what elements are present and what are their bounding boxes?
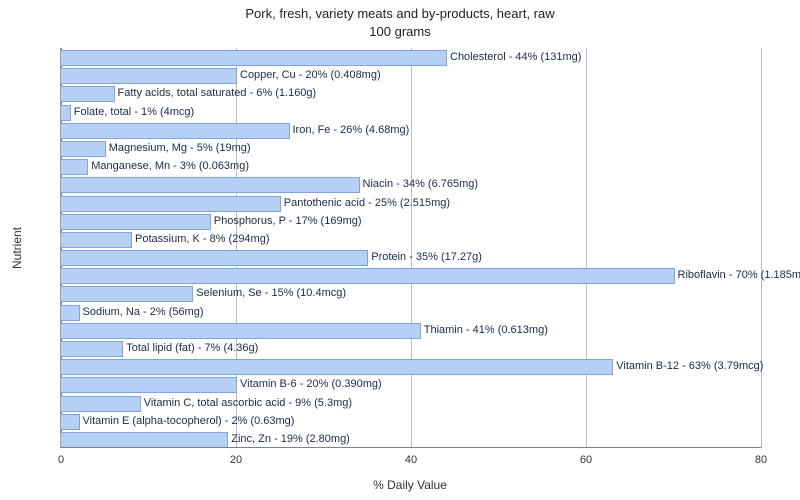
bar (61, 286, 193, 302)
bar-label: Magnesium, Mg - 5% (19mg) (105, 141, 251, 155)
bar (61, 159, 88, 175)
y-axis-label: Nutrient (10, 48, 24, 448)
bar (61, 86, 115, 102)
x-tick-label: 0 (58, 454, 64, 466)
bar (61, 177, 360, 193)
bar-label: Zinc, Zn - 19% (2.80mg) (227, 432, 350, 446)
bar (61, 359, 613, 375)
grid-line (411, 48, 412, 448)
bar (61, 50, 447, 66)
x-tick-label: 60 (580, 454, 592, 466)
nutrient-chart: Pork, fresh, variety meats and by-produc… (0, 0, 800, 500)
bar-label: Copper, Cu - 20% (0.408mg) (236, 68, 381, 82)
grid-line (586, 48, 587, 448)
bar (61, 68, 237, 84)
bar (61, 232, 132, 248)
bar (61, 396, 141, 412)
bar-label: Thiamin - 41% (0.613mg) (420, 323, 548, 337)
bar (61, 214, 211, 230)
bar-label: Folate, total - 1% (4mcg) (70, 105, 194, 119)
x-axis-label: % Daily Value (60, 478, 760, 492)
bar-label: Vitamin B-12 - 63% (3.79mcg) (612, 359, 763, 373)
bar-label: Total lipid (fat) - 7% (4.36g) (122, 341, 258, 355)
bar (61, 123, 290, 139)
bar (61, 323, 421, 339)
bar (61, 250, 368, 266)
bar-label: Iron, Fe - 26% (4.68mg) (289, 123, 410, 137)
bar-label: Riboflavin - 70% (1.185mg) (674, 268, 800, 282)
grid-line (761, 48, 762, 448)
bar (61, 196, 281, 212)
bar-label: Vitamin C, total ascorbic acid - 9% (5.3… (140, 396, 352, 410)
bar (61, 414, 80, 430)
bar-label: Niacin - 34% (6.765mg) (359, 177, 479, 191)
bar-label: Vitamin E (alpha-tocopherol) - 2% (0.63m… (79, 414, 295, 428)
bar (61, 432, 228, 448)
bar (61, 268, 675, 284)
x-axis-line (61, 447, 761, 448)
x-tick-label: 80 (755, 454, 767, 466)
bar-label: Sodium, Na - 2% (56mg) (79, 305, 204, 319)
bar (61, 377, 237, 393)
bar (61, 341, 123, 357)
x-tick-label: 20 (230, 454, 242, 466)
bar-label: Cholesterol - 44% (131mg) (446, 50, 581, 64)
chart-title: Pork, fresh, variety meats and by-produc… (0, 6, 800, 21)
bar-label: Protein - 35% (17.27g) (367, 250, 482, 264)
bar-label: Phosphorus, P - 17% (169mg) (210, 214, 362, 228)
bar-label: Potassium, K - 8% (294mg) (131, 232, 270, 246)
chart-subtitle: 100 grams (0, 24, 800, 39)
bar-label: Fatty acids, total saturated - 6% (1.160… (114, 86, 317, 100)
bar-label: Vitamin B-6 - 20% (0.390mg) (236, 377, 382, 391)
x-tick-label: 40 (405, 454, 417, 466)
bar (61, 305, 80, 321)
bar-label: Pantothenic acid - 25% (2.515mg) (280, 196, 450, 210)
bar-label: Manganese, Mn - 3% (0.063mg) (87, 159, 249, 173)
bar-label: Selenium, Se - 15% (10.4mcg) (192, 286, 346, 300)
bar (61, 141, 106, 157)
plot-area: 020406080Cholesterol - 44% (131mg)Copper… (60, 48, 761, 448)
